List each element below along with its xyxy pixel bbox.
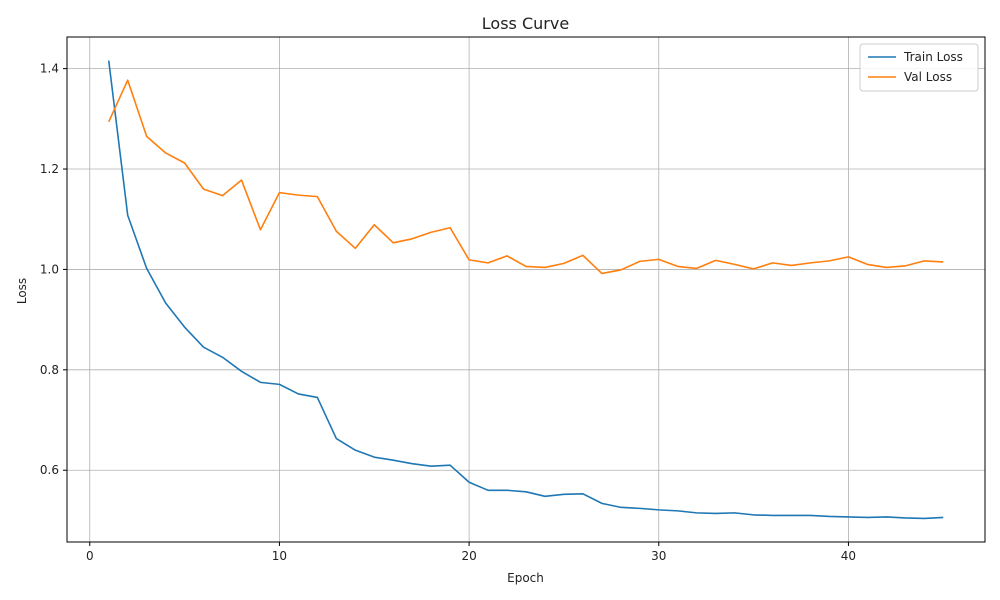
x-tick-label: 10 xyxy=(272,549,287,563)
grid-lines xyxy=(67,37,985,542)
y-tick-label: 1.0 xyxy=(40,262,59,276)
legend-box xyxy=(859,43,979,92)
y-tick-label: 1.4 xyxy=(40,62,59,76)
series-line-val-loss xyxy=(108,79,944,275)
y-tick-label: 0.6 xyxy=(40,463,59,477)
y-tick-label: 0.8 xyxy=(40,363,59,377)
x-tick-label: 0 xyxy=(86,549,94,563)
y-tick-label: 1.2 xyxy=(40,162,59,176)
axis-ticks: 0 10 20 30 40 0.6 0.8 1.0 1.2 1.4 xyxy=(40,62,856,563)
x-tick-label: 20 xyxy=(461,549,476,563)
y-axis-label: Loss xyxy=(15,278,29,304)
x-axis-label: Epoch xyxy=(507,571,544,585)
x-tick-label: 30 xyxy=(651,549,666,563)
series-line-train-loss xyxy=(107,60,944,520)
plot-frame xyxy=(66,36,986,543)
chart-title: Loss Curve xyxy=(482,14,569,33)
legend: Train Loss Val Loss xyxy=(859,43,979,92)
legend-label: Train Loss xyxy=(903,50,963,64)
series-lines xyxy=(107,60,944,520)
legend-label: Val Loss xyxy=(904,70,952,84)
x-tick-label: 40 xyxy=(841,549,856,563)
